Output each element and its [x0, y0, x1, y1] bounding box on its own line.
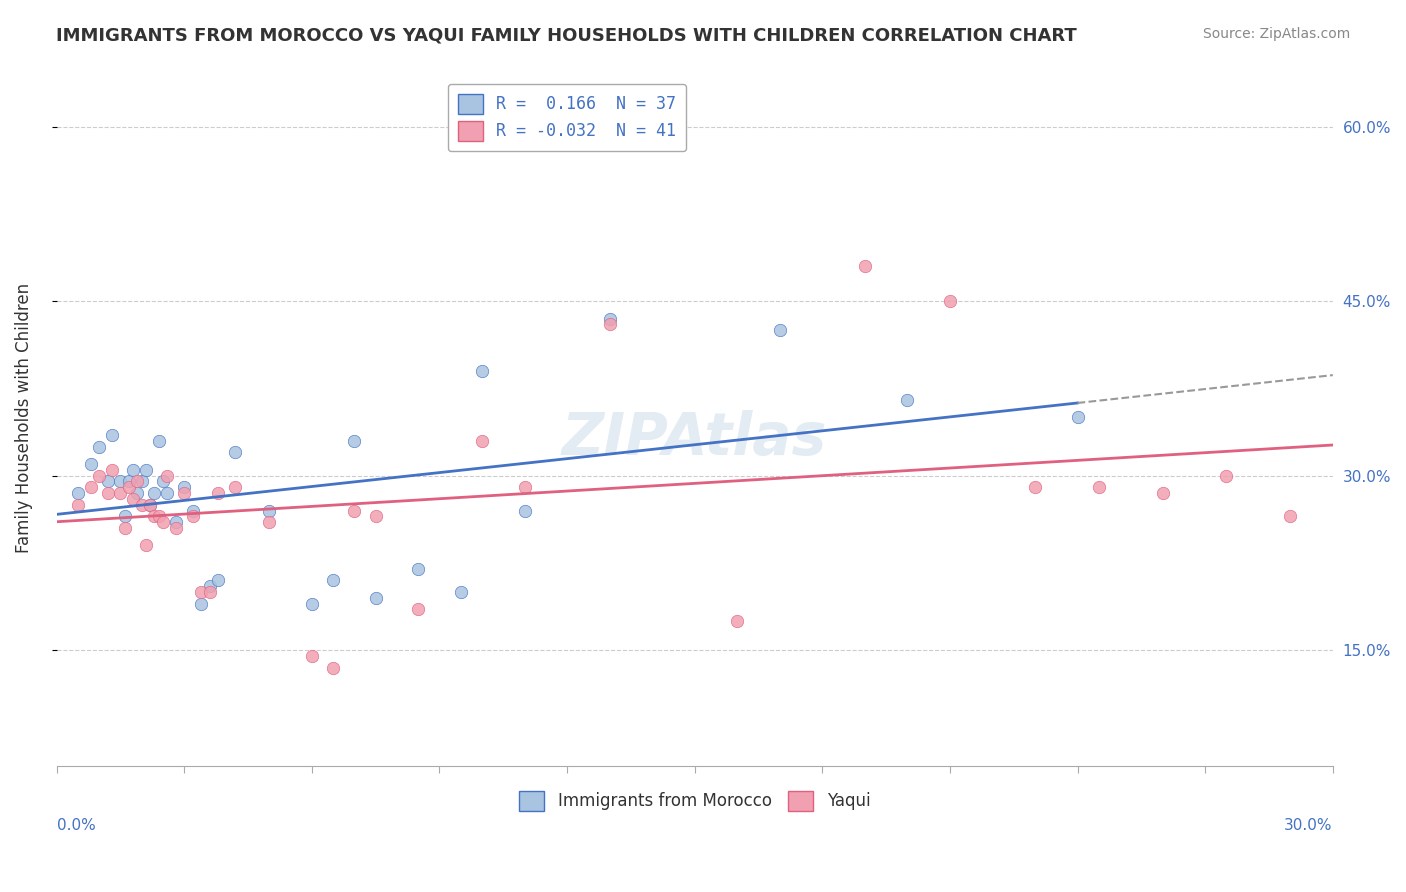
Point — [322, 660, 344, 674]
Point — [725, 614, 748, 628]
Point — [198, 585, 221, 599]
Point — [127, 486, 149, 500]
Point — [139, 498, 162, 512]
Point — [79, 480, 101, 494]
Point — [122, 491, 145, 506]
Point — [364, 591, 387, 605]
Point — [1066, 410, 1088, 425]
Point — [173, 480, 195, 494]
Point — [79, 457, 101, 471]
Point — [181, 509, 204, 524]
Point — [259, 503, 281, 517]
Text: Source: ZipAtlas.com: Source: ZipAtlas.com — [1202, 27, 1350, 41]
Point — [207, 486, 229, 500]
Point — [114, 521, 136, 535]
Point — [301, 648, 323, 663]
Point — [1088, 480, 1111, 494]
Point — [110, 475, 132, 489]
Point — [89, 440, 111, 454]
Point — [152, 475, 174, 489]
Point — [471, 364, 494, 378]
Point — [471, 434, 494, 448]
Point — [89, 468, 111, 483]
Point — [1215, 468, 1237, 483]
Point — [165, 515, 187, 529]
Point — [114, 509, 136, 524]
Point — [181, 503, 204, 517]
Point — [1024, 480, 1046, 494]
Text: IMMIGRANTS FROM MOROCCO VS YAQUI FAMILY HOUSEHOLDS WITH CHILDREN CORRELATION CHA: IMMIGRANTS FROM MOROCCO VS YAQUI FAMILY … — [56, 27, 1077, 45]
Point — [66, 498, 89, 512]
Point — [406, 602, 429, 616]
Point — [101, 463, 124, 477]
Point — [450, 585, 472, 599]
Point — [1279, 509, 1302, 524]
Legend: Immigrants from Morocco, Yaqui: Immigrants from Morocco, Yaqui — [509, 780, 880, 821]
Point — [224, 445, 246, 459]
Point — [131, 498, 153, 512]
Point — [190, 585, 212, 599]
Point — [110, 486, 132, 500]
Point — [343, 434, 366, 448]
Point — [152, 515, 174, 529]
Point — [896, 392, 918, 407]
Point — [406, 562, 429, 576]
Point — [148, 509, 170, 524]
Point — [322, 574, 344, 588]
Point — [165, 521, 187, 535]
Point — [97, 475, 120, 489]
Point — [939, 294, 962, 309]
Point — [513, 480, 536, 494]
Point — [135, 463, 157, 477]
Point — [118, 475, 141, 489]
Point — [156, 468, 179, 483]
Point — [131, 475, 153, 489]
Point — [207, 574, 229, 588]
Point — [97, 486, 120, 500]
Point — [101, 428, 124, 442]
Point — [173, 486, 195, 500]
Point — [143, 509, 166, 524]
Point — [127, 475, 149, 489]
Point — [66, 486, 89, 500]
Point — [135, 538, 157, 552]
Point — [139, 498, 162, 512]
Point — [259, 515, 281, 529]
Point — [599, 318, 621, 332]
Point — [769, 323, 792, 337]
Point — [190, 597, 212, 611]
Y-axis label: Family Households with Children: Family Households with Children — [15, 283, 32, 552]
Text: 0.0%: 0.0% — [56, 819, 96, 833]
Point — [148, 434, 170, 448]
Point — [364, 509, 387, 524]
Text: ZIPAtlas: ZIPAtlas — [562, 410, 827, 467]
Point — [1152, 486, 1174, 500]
Point — [122, 463, 145, 477]
Point — [143, 486, 166, 500]
Point — [198, 579, 221, 593]
Point — [301, 597, 323, 611]
Point — [343, 503, 366, 517]
Text: 30.0%: 30.0% — [1284, 819, 1333, 833]
Point — [156, 486, 179, 500]
Point — [599, 311, 621, 326]
Point — [513, 503, 536, 517]
Point — [118, 480, 141, 494]
Point — [853, 260, 876, 274]
Point — [224, 480, 246, 494]
